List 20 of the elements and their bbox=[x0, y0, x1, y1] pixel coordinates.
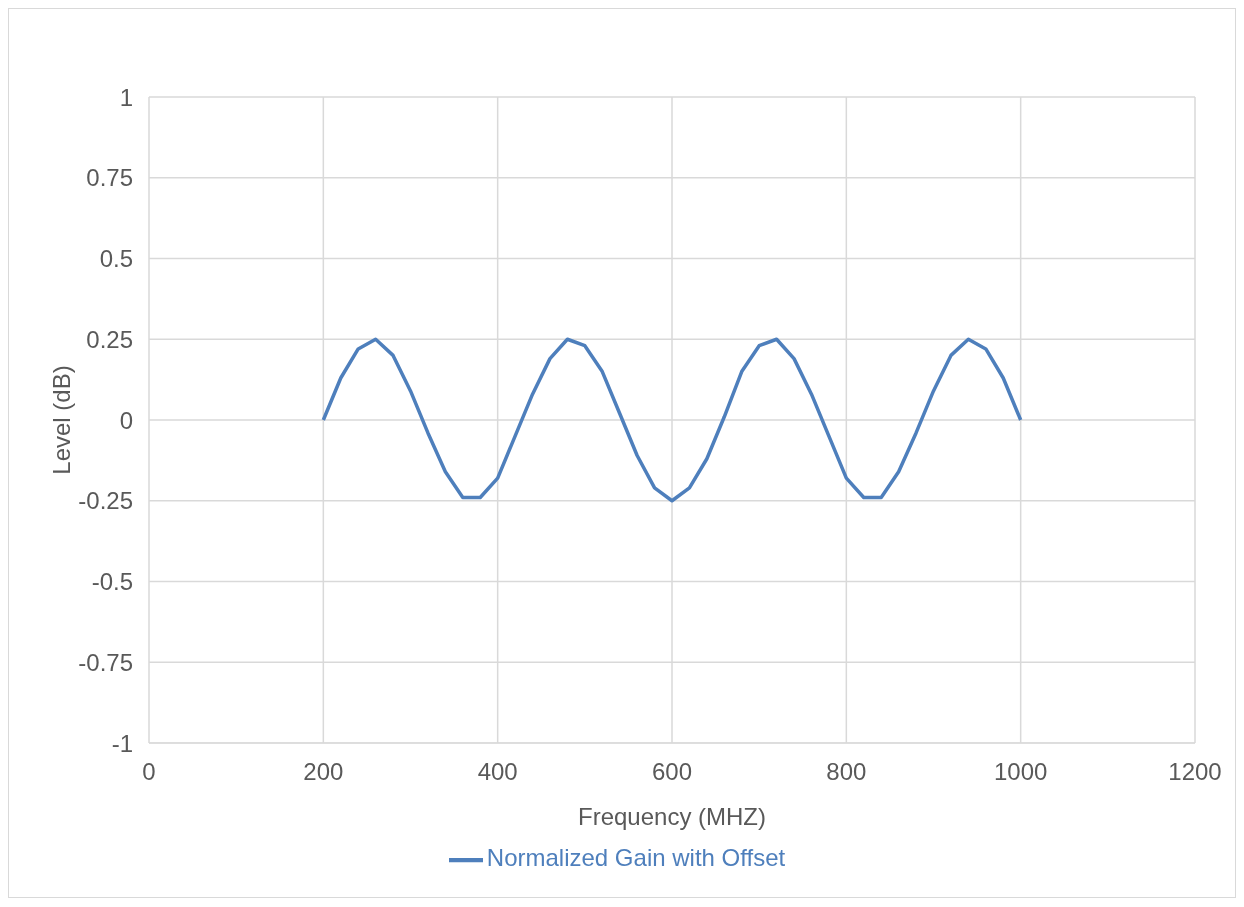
x-tick-label: 400 bbox=[477, 758, 518, 786]
legend-label: Normalized Gain with Offset bbox=[486, 844, 786, 872]
line-series bbox=[321, 337, 1023, 503]
x-tick-label: 1200 bbox=[1168, 758, 1222, 786]
y-axis-title: Level (dB) bbox=[47, 365, 75, 475]
y-tick-label: 0 bbox=[119, 406, 133, 434]
y-tick-label: 1 bbox=[119, 83, 133, 111]
x-tick-label: 1000 bbox=[993, 758, 1048, 786]
x-tick-label: 200 bbox=[303, 758, 344, 786]
y-tick-label: -1 bbox=[111, 729, 133, 757]
x-tick-label: 800 bbox=[826, 758, 867, 786]
y-tick-label: -0.75 bbox=[78, 648, 133, 676]
y-tick-label: 0.5 bbox=[99, 245, 133, 273]
x-axis-title: Frequency (MHZ) bbox=[577, 803, 767, 830]
y-tick-label: -0.5 bbox=[91, 568, 133, 596]
x-tick-label: 0 bbox=[142, 758, 156, 786]
y-tick-label: -0.25 bbox=[78, 487, 133, 515]
x-tick-label: 600 bbox=[651, 758, 693, 786]
y-tick-label: 0.25 bbox=[86, 325, 133, 353]
y-tick-label: 0.75 bbox=[86, 164, 133, 192]
